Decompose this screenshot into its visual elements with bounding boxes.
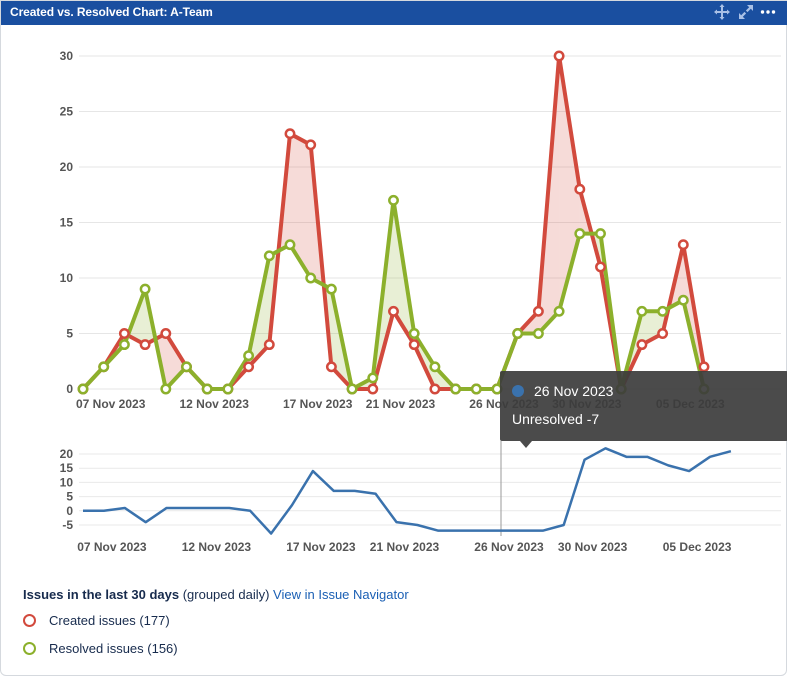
y-tick-label: 10 xyxy=(60,271,74,285)
created-data-point xyxy=(698,361,710,373)
resolved-data-point xyxy=(139,283,151,295)
y-tick-label: 30 xyxy=(60,49,74,63)
x-tick-label: 21 Nov 2023 xyxy=(366,397,436,411)
x-tick-label: 12 Nov 2023 xyxy=(180,397,250,411)
unresolved-swatch-icon xyxy=(512,385,524,397)
x-tick-label: 07 Nov 2023 xyxy=(77,540,147,554)
x-tick-label: 21 Nov 2023 xyxy=(370,540,440,554)
created-marker-icon xyxy=(23,614,36,627)
created-vs-resolved-chart: 0 5 10 15 20 25 30 07 Nov 2023 12 Nov 2023 17 Nov… xyxy=(60,49,781,411)
resolved-data-point xyxy=(305,272,317,284)
created-data-point xyxy=(160,328,172,339)
created-data-point xyxy=(305,139,317,151)
created-data-point xyxy=(532,305,544,317)
created-data-point xyxy=(429,383,441,395)
resolved-data-point xyxy=(160,383,172,395)
created-data-point xyxy=(636,339,648,351)
legend-created-label: Created issues (177) xyxy=(49,613,170,628)
x-tick-label: 07 Nov 2023 xyxy=(76,397,146,411)
expand-icon[interactable] xyxy=(737,3,755,21)
resolved-data-point xyxy=(532,328,544,339)
resolved-data-point xyxy=(470,383,482,395)
resolved-data-point xyxy=(201,383,213,395)
y-tick-label: 0 xyxy=(66,504,73,518)
resolved-data-point xyxy=(408,328,420,339)
resolved-data-point xyxy=(388,194,399,206)
y-tick-label: 15 xyxy=(60,216,74,230)
created-data-point xyxy=(139,339,151,351)
y-tick-label: 0 xyxy=(66,382,73,396)
x-tick-label: 12 Nov 2023 xyxy=(182,540,252,554)
tooltip-value: Unresolved -7 xyxy=(512,411,600,427)
resolved-data-point xyxy=(118,339,130,351)
resolved-data-point xyxy=(222,383,234,395)
y-tick-label: 15 xyxy=(60,461,74,475)
legend-resolved-label: Resolved issues (156) xyxy=(49,641,178,656)
created-data-point xyxy=(118,328,130,339)
y-tick-label: 10 xyxy=(60,475,74,489)
legend-heading-bold: Issues in the last 30 days xyxy=(23,587,180,602)
gadget-title: Created vs. Resolved Chart: A-Team xyxy=(10,5,213,19)
chart-legend: Issues in the last 30 days (grouped dail… xyxy=(23,587,409,670)
difference-area xyxy=(290,133,311,278)
difference-area xyxy=(165,333,187,389)
legend-item-created[interactable]: Created issues (177) xyxy=(23,614,409,642)
y-tick-label: 25 xyxy=(60,105,74,119)
created-data-point xyxy=(408,339,420,351)
x-tick-label: 30 Nov 2023 xyxy=(558,540,628,554)
resolved-data-point xyxy=(512,328,524,339)
resolved-data-point xyxy=(677,294,689,306)
resolved-data-point xyxy=(263,250,275,262)
created-data-point xyxy=(367,383,379,395)
unresolved-series-line xyxy=(83,447,732,535)
created-data-point xyxy=(388,305,399,317)
resolved-data-point xyxy=(77,383,89,395)
y-tick-label: -5 xyxy=(62,518,73,532)
legend-heading-grouping: (grouped daily) xyxy=(182,587,270,602)
legend-item-resolved[interactable]: Resolved issues (156) xyxy=(23,642,409,670)
created-data-point xyxy=(677,239,689,251)
created-data-point xyxy=(595,261,606,273)
issue-navigator-link[interactable]: View in Issue Navigator xyxy=(273,587,409,602)
resolved-data-point xyxy=(574,228,586,240)
created-data-point xyxy=(574,183,586,195)
resolved-marker-icon xyxy=(23,642,36,655)
x-tick-label: 17 Nov 2023 xyxy=(283,397,353,411)
resolved-data-point xyxy=(181,361,192,373)
x-tick-label: 05 Dec 2023 xyxy=(663,540,732,554)
tooltip-pointer xyxy=(520,441,532,448)
resolved-data-point xyxy=(657,305,669,317)
gadget-header: Created vs. Resolved Chart: A-Team xyxy=(1,1,787,25)
x-tick-label: 26 Nov 2023 xyxy=(474,540,544,554)
resolved-data-point xyxy=(636,305,648,317)
created-data-point xyxy=(263,339,275,351)
tooltip-date: 26 Nov 2023 xyxy=(534,383,614,399)
legend-heading: Issues in the last 30 days (grouped dail… xyxy=(23,587,409,602)
chart-tooltip: 26 Nov 2023 Unresolved -7 xyxy=(500,371,787,448)
move-icon[interactable] xyxy=(713,3,731,21)
resolved-data-point xyxy=(553,305,565,317)
y-tick-label: 5 xyxy=(66,490,73,504)
y-tick-label: 20 xyxy=(60,447,74,461)
resolved-data-point xyxy=(284,239,296,251)
created-data-point xyxy=(657,328,669,339)
resolved-data-point xyxy=(450,383,462,395)
resolved-data-point xyxy=(595,228,606,240)
resolved-data-point xyxy=(429,361,441,373)
x-tick-label: 17 Nov 2023 xyxy=(286,540,356,554)
resolved-data-point xyxy=(325,283,337,295)
created-data-point xyxy=(553,50,565,62)
more-icon[interactable] xyxy=(759,3,777,21)
resolved-data-point xyxy=(367,372,379,384)
created-data-point xyxy=(325,361,337,373)
y-tick-label: 5 xyxy=(66,327,73,341)
created-data-point xyxy=(243,361,255,373)
resolved-data-point xyxy=(346,383,358,395)
resolved-data-point xyxy=(98,361,110,373)
y-tick-label: 20 xyxy=(60,160,74,174)
created-data-point xyxy=(284,128,296,140)
resolved-data-point xyxy=(243,350,255,362)
